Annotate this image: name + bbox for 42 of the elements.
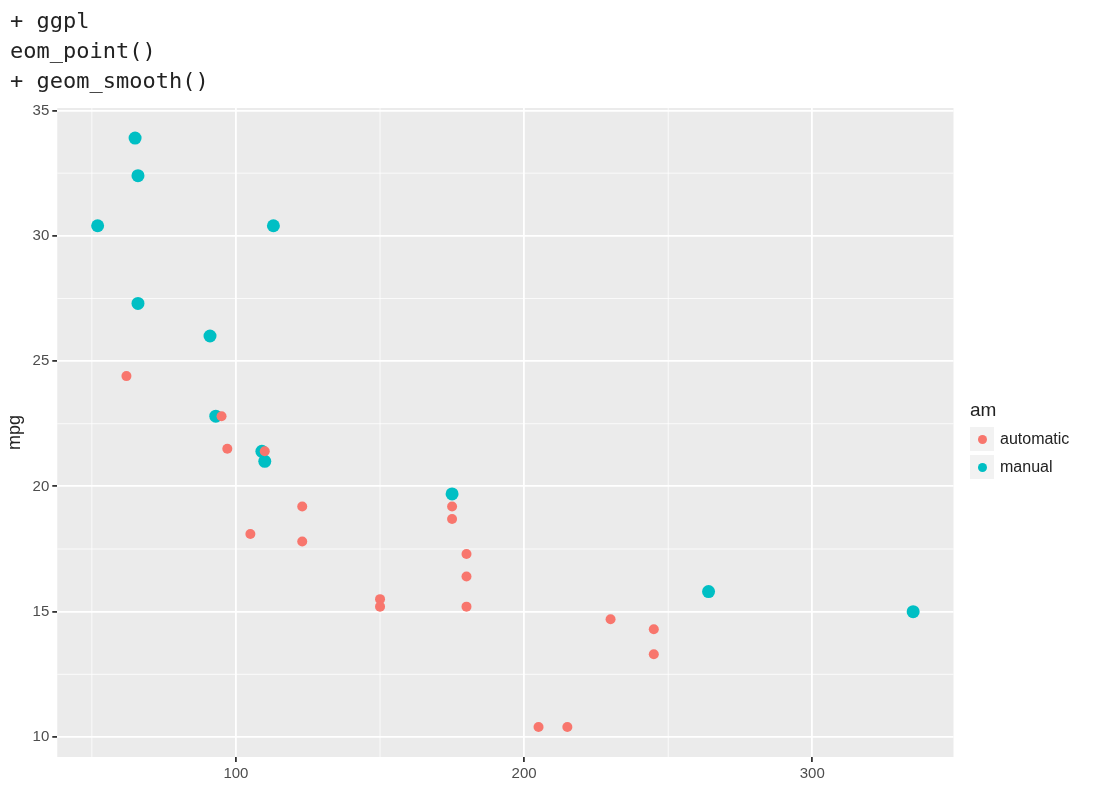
point <box>245 528 256 539</box>
text: + geom_smooth() <box>10 67 210 95</box>
text: + ggpl <box>10 7 91 35</box>
point <box>216 411 227 422</box>
point <box>259 446 270 457</box>
point <box>91 219 105 233</box>
y-axis-title: mpg <box>3 414 24 451</box>
point <box>562 721 573 732</box>
text: eom_point() <box>10 37 157 65</box>
y-tick-label: 35 <box>32 100 50 118</box>
point <box>648 649 659 660</box>
legend-label: automatic <box>1000 430 1070 448</box>
point <box>121 371 132 382</box>
point <box>222 443 233 454</box>
y-tick-label: 25 <box>32 351 50 369</box>
point <box>906 605 920 619</box>
x-tick-label: 300 <box>799 764 825 782</box>
x-tick-label: 200 <box>511 764 537 782</box>
legend-title: am <box>970 399 998 421</box>
point <box>533 721 544 732</box>
point <box>461 549 472 560</box>
point <box>445 487 459 501</box>
point <box>297 536 308 547</box>
point <box>702 585 716 599</box>
point <box>648 624 659 635</box>
point <box>447 501 458 512</box>
point <box>266 219 280 233</box>
y-tick-label: 30 <box>32 225 50 243</box>
y-tick-label: 20 <box>32 476 50 494</box>
point <box>128 131 142 145</box>
point <box>131 296 145 310</box>
point <box>461 601 472 612</box>
point <box>461 571 472 582</box>
point <box>605 614 616 625</box>
point <box>131 169 145 183</box>
legend-label: manual <box>1000 458 1053 476</box>
y-tick-label: 10 <box>32 727 50 745</box>
y-tick-label: 15 <box>32 601 50 619</box>
x-tick-label: 100 <box>223 764 249 782</box>
point <box>203 329 217 343</box>
point <box>297 501 308 512</box>
point <box>447 513 458 524</box>
